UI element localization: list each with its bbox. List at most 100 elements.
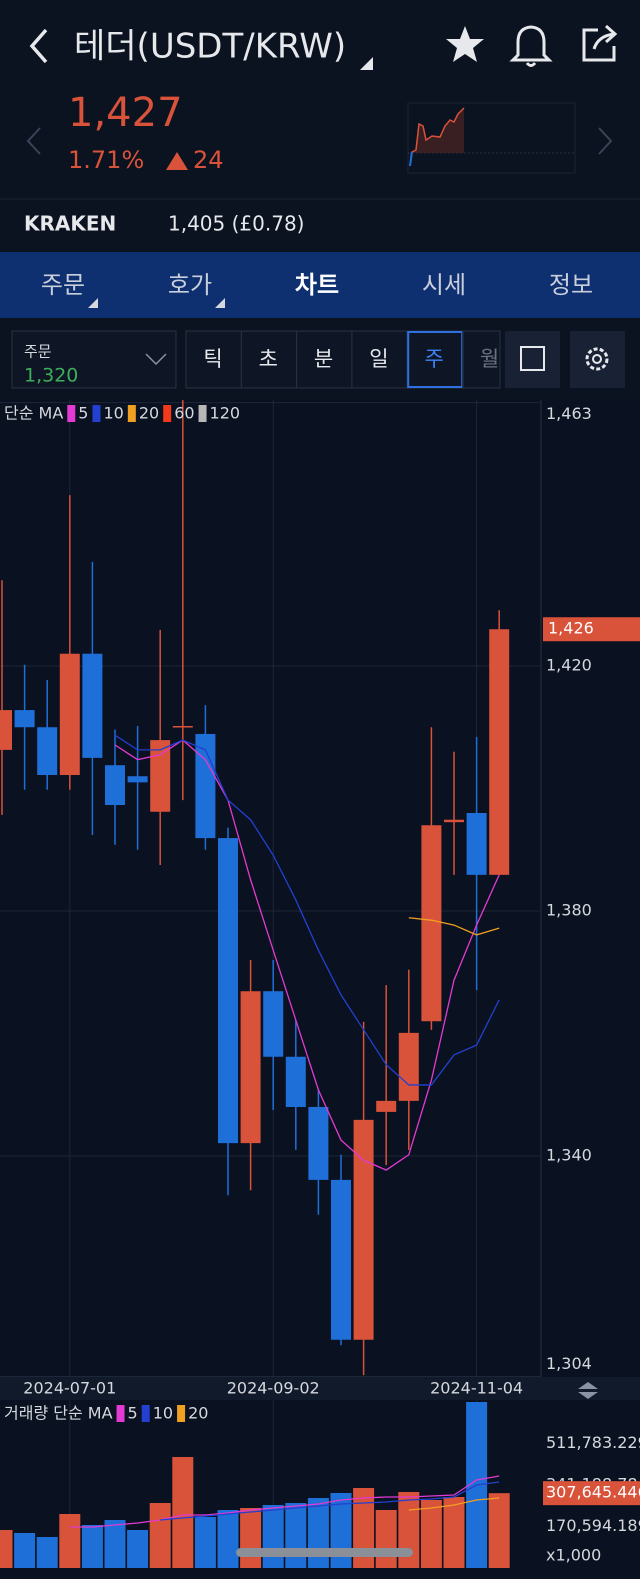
sparkline-start <box>409 151 413 167</box>
y-tick-label: 1,420 <box>546 655 592 674</box>
candle-body <box>150 740 171 812</box>
candle-body <box>331 1179 351 1340</box>
candle-body <box>421 825 442 1022</box>
period-button[interactable]: 일 <box>369 347 388 371</box>
candle-body <box>398 1032 419 1101</box>
volume-bar <box>307 1498 329 1568</box>
volume-bar <box>172 1457 194 1568</box>
legend-swatch <box>141 1405 150 1422</box>
period-button[interactable]: 초 <box>259 347 278 371</box>
chart-area <box>0 400 640 1377</box>
candle-body <box>0 710 12 750</box>
legend-label: 10 <box>153 1404 173 1423</box>
exchange-name: KRAKEN <box>24 212 116 236</box>
volume-bar <box>330 1492 352 1568</box>
legend-swatch <box>116 1405 125 1422</box>
volume-legend-title: 거래량 단순 MA <box>4 1404 113 1423</box>
volume-moving-average <box>408 1497 500 1511</box>
volume-unit: x1,000 <box>546 1546 601 1565</box>
volume-bar <box>104 1519 126 1568</box>
change-amount: 24 <box>193 146 224 174</box>
tab[interactable]: 주문 <box>41 271 85 299</box>
order-select[interactable] <box>11 330 177 389</box>
volume-bar <box>149 1502 171 1568</box>
back-button[interactable] <box>29 28 48 64</box>
legend-swatch <box>127 405 136 422</box>
tab-dropdown <box>215 298 225 308</box>
y-tick-label: 1,340 <box>546 1145 592 1164</box>
last-volume-tag <box>543 1481 640 1506</box>
title: 테더(USDT/KRW) <box>74 27 346 67</box>
favorite-icon[interactable] <box>446 26 484 62</box>
sparkline-box <box>407 102 576 174</box>
draw-button[interactable] <box>505 331 560 388</box>
last-price-label: 1,426 <box>548 619 594 638</box>
volume-tick-label: 511,783.229 <box>546 1433 640 1452</box>
volume-tick-label: 170,594.189 <box>546 1516 640 1535</box>
up-triangle <box>166 152 188 170</box>
share-icon[interactable] <box>582 24 618 62</box>
sparkline <box>409 107 465 167</box>
y-tick-label: 1,463 <box>546 404 592 423</box>
volume-bar <box>466 1402 488 1568</box>
volume-bar <box>14 1532 36 1568</box>
title-dropdown[interactable] <box>360 57 373 70</box>
period-button[interactable]: 분 <box>314 347 333 371</box>
candle-body <box>376 1100 397 1112</box>
next-arrow[interactable] <box>598 127 613 155</box>
period-button[interactable]: 틱 <box>203 347 222 371</box>
candle-body <box>263 991 284 1057</box>
candle-body <box>489 629 510 875</box>
volume-bar <box>262 1505 284 1568</box>
legend-swatch <box>177 1405 186 1422</box>
period-button[interactable]: 주 <box>425 347 444 371</box>
settings-button[interactable] <box>570 331 625 388</box>
x-tick-label: 2024-09-02 <box>227 1379 320 1398</box>
candle-body <box>466 812 487 875</box>
tab[interactable]: 정보 <box>549 271 593 299</box>
tab[interactable]: 차트 <box>295 271 339 299</box>
draw-icon <box>520 346 545 371</box>
volume-bar <box>398 1492 420 1568</box>
volume-bar <box>127 1529 149 1568</box>
settings-icon-center <box>592 354 602 364</box>
moving-average <box>114 739 500 1171</box>
legend-swatch <box>163 405 172 422</box>
legend-label: 120 <box>210 404 241 423</box>
last-volume-label: 307,645.446 <box>546 1483 640 1502</box>
candle-body <box>308 1106 329 1180</box>
volume-bar <box>0 1529 13 1568</box>
legend-label: 60 <box>174 404 194 423</box>
candle-body <box>37 727 58 776</box>
tab[interactable]: 호가 <box>168 271 212 299</box>
candle-body <box>218 838 238 1144</box>
candle-body <box>82 653 103 758</box>
prev-arrow[interactable] <box>26 127 41 155</box>
settings-icon <box>585 347 609 371</box>
x-tick-label: 2024-07-01 <box>23 1379 116 1398</box>
x-tick-label: 2024-11-04 <box>430 1379 523 1398</box>
tab[interactable]: 시세 <box>422 271 466 299</box>
tab-dropdown <box>88 298 98 308</box>
legend-label: 20 <box>188 1404 208 1423</box>
tab-bar <box>0 252 640 318</box>
y-tick-label: 1,380 <box>546 900 592 919</box>
last-price-tag <box>543 617 640 642</box>
candle-body <box>14 710 35 728</box>
legend-swatch <box>67 405 76 422</box>
volume-bar <box>285 1502 307 1568</box>
period-button[interactable]: 월 <box>480 347 499 371</box>
legend-label: 5 <box>128 1404 138 1423</box>
current-price: 1,427 <box>68 90 183 136</box>
candle-body <box>353 1119 374 1340</box>
moving-average <box>114 734 500 1086</box>
legend-label: 5 <box>78 404 88 423</box>
candle-body <box>127 776 148 783</box>
volume-bar <box>420 1500 442 1568</box>
home-indicator <box>236 1548 413 1557</box>
resize-handle[interactable] <box>578 1382 598 1399</box>
legend-label: 20 <box>139 404 159 423</box>
alarm-icon[interactable] <box>509 25 553 67</box>
order-label: 주문 <box>24 343 52 361</box>
